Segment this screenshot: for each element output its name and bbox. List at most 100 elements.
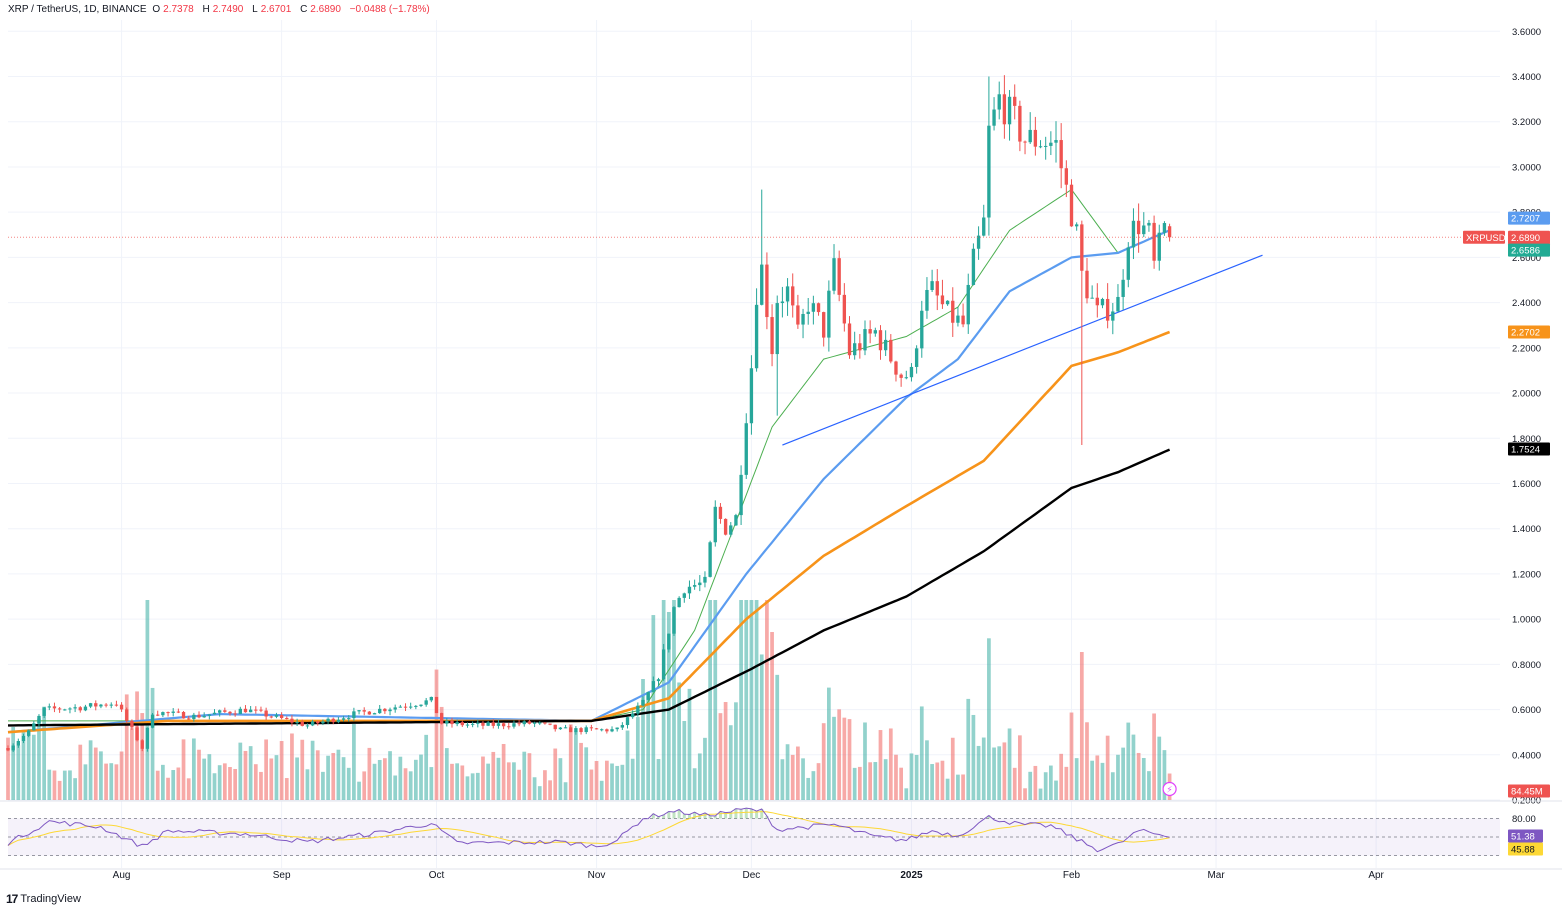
volume-bar: [981, 737, 986, 800]
volume-bar: [460, 765, 465, 800]
candle-body: [372, 713, 377, 715]
volume-bar: [377, 759, 382, 800]
volume-bar: [584, 747, 589, 800]
candle-body: [1147, 222, 1151, 226]
volume-bar: [37, 718, 41, 800]
volume-bar: [666, 611, 671, 800]
candle-body: [1074, 224, 1079, 227]
volume-bar: [749, 600, 754, 800]
x-tick-label: Apr: [1368, 870, 1384, 881]
candle-body: [269, 716, 273, 718]
candle-body: [739, 474, 743, 516]
close-label: C: [300, 4, 308, 15]
volume-bar: [352, 723, 356, 800]
volume-bar: [775, 674, 780, 800]
volume-bar: [842, 717, 847, 800]
candle-body: [816, 303, 821, 313]
rsi-value-badge-bg: [1508, 829, 1543, 843]
tradingview-logo[interactable]: 17 TradingView: [6, 892, 81, 906]
ma-orange-badge: 2.2702: [1511, 327, 1540, 338]
volume-bar: [434, 669, 439, 800]
volume-bars: [6, 600, 1172, 800]
volume-bar: [1100, 762, 1105, 800]
candle-body: [501, 723, 506, 727]
candle-body: [223, 710, 227, 712]
candle-body: [156, 714, 160, 716]
volume-bar: [11, 727, 16, 800]
candle-body: [233, 713, 237, 715]
candle-body: [171, 711, 175, 713]
volume-bar: [801, 758, 805, 800]
volume-bar: [1157, 736, 1162, 800]
ma-blue-badge: 2.7207: [1511, 214, 1540, 225]
candle-body: [192, 714, 196, 720]
candle-body: [1131, 220, 1136, 248]
candle-body: [775, 303, 779, 355]
volume-bar: [362, 771, 367, 800]
volume-bar: [21, 731, 26, 800]
candle-body: [760, 264, 764, 305]
candle-body: [352, 711, 356, 719]
y-tick-label: 0.8000: [1512, 660, 1541, 671]
candle-body: [744, 423, 748, 475]
candle-body: [594, 728, 599, 730]
ma-line-blue: [7, 229, 1171, 734]
candle-body: [847, 323, 852, 356]
candle-body: [161, 712, 165, 716]
candle-body: [904, 377, 908, 379]
candle-body: [507, 726, 511, 728]
volume-bar: [1090, 760, 1095, 800]
rsi-ma-badge: 45.88: [1511, 845, 1535, 856]
candle-body: [703, 576, 707, 583]
volume-bar: [620, 764, 625, 800]
volume-bar: [31, 734, 36, 800]
close-value: 2.6890: [310, 4, 341, 15]
candle-body: [589, 727, 594, 729]
volume-bar: [1074, 758, 1079, 800]
volume-bar: [496, 757, 501, 800]
volume-bar: [899, 767, 903, 800]
volume-bar: [1002, 742, 1007, 800]
candle-body: [140, 740, 144, 749]
volume-bar: [878, 730, 883, 800]
volume-bar: [956, 774, 960, 800]
volume-bar: [610, 763, 614, 800]
volume-bar: [914, 754, 919, 800]
volume-bar: [439, 706, 444, 800]
volume-bar: [692, 768, 697, 800]
volume-bar: [52, 770, 57, 800]
candle-body: [398, 706, 403, 708]
tradingview-icon: 17: [6, 892, 18, 906]
ma-black-badge: 1.7524: [1511, 445, 1540, 456]
volume-bar: [73, 778, 77, 800]
volume-bar: [579, 742, 583, 800]
candle-body: [135, 727, 139, 741]
candle-body: [574, 728, 578, 733]
candle-body: [52, 706, 57, 709]
volume-bar: [1007, 728, 1012, 800]
volume-bar: [1105, 735, 1110, 800]
volume-bar: [806, 777, 811, 800]
candle-body: [1054, 140, 1058, 143]
volume-bar: [181, 739, 186, 800]
volume-bar: [114, 764, 119, 800]
candle-body: [956, 315, 960, 323]
volume-bar: [486, 763, 490, 800]
candle-body: [641, 699, 645, 706]
volume-bar: [703, 737, 707, 800]
lightning-icon: ⚡: [1166, 786, 1172, 796]
y-tick-label: 2.6000: [1512, 253, 1541, 264]
volume-bar: [6, 737, 10, 800]
volume-bar: [615, 765, 620, 800]
volume-bar: [217, 765, 222, 800]
candle-body: [940, 295, 945, 305]
ma-line-black: [8, 448, 1171, 727]
candle-body: [362, 710, 366, 712]
volume-bar: [708, 600, 712, 800]
ma-line-green: [8, 188, 1170, 722]
volume-bar: [274, 755, 279, 800]
candle-body: [997, 94, 1001, 110]
candle-body: [455, 722, 459, 725]
candle-body: [832, 258, 836, 291]
